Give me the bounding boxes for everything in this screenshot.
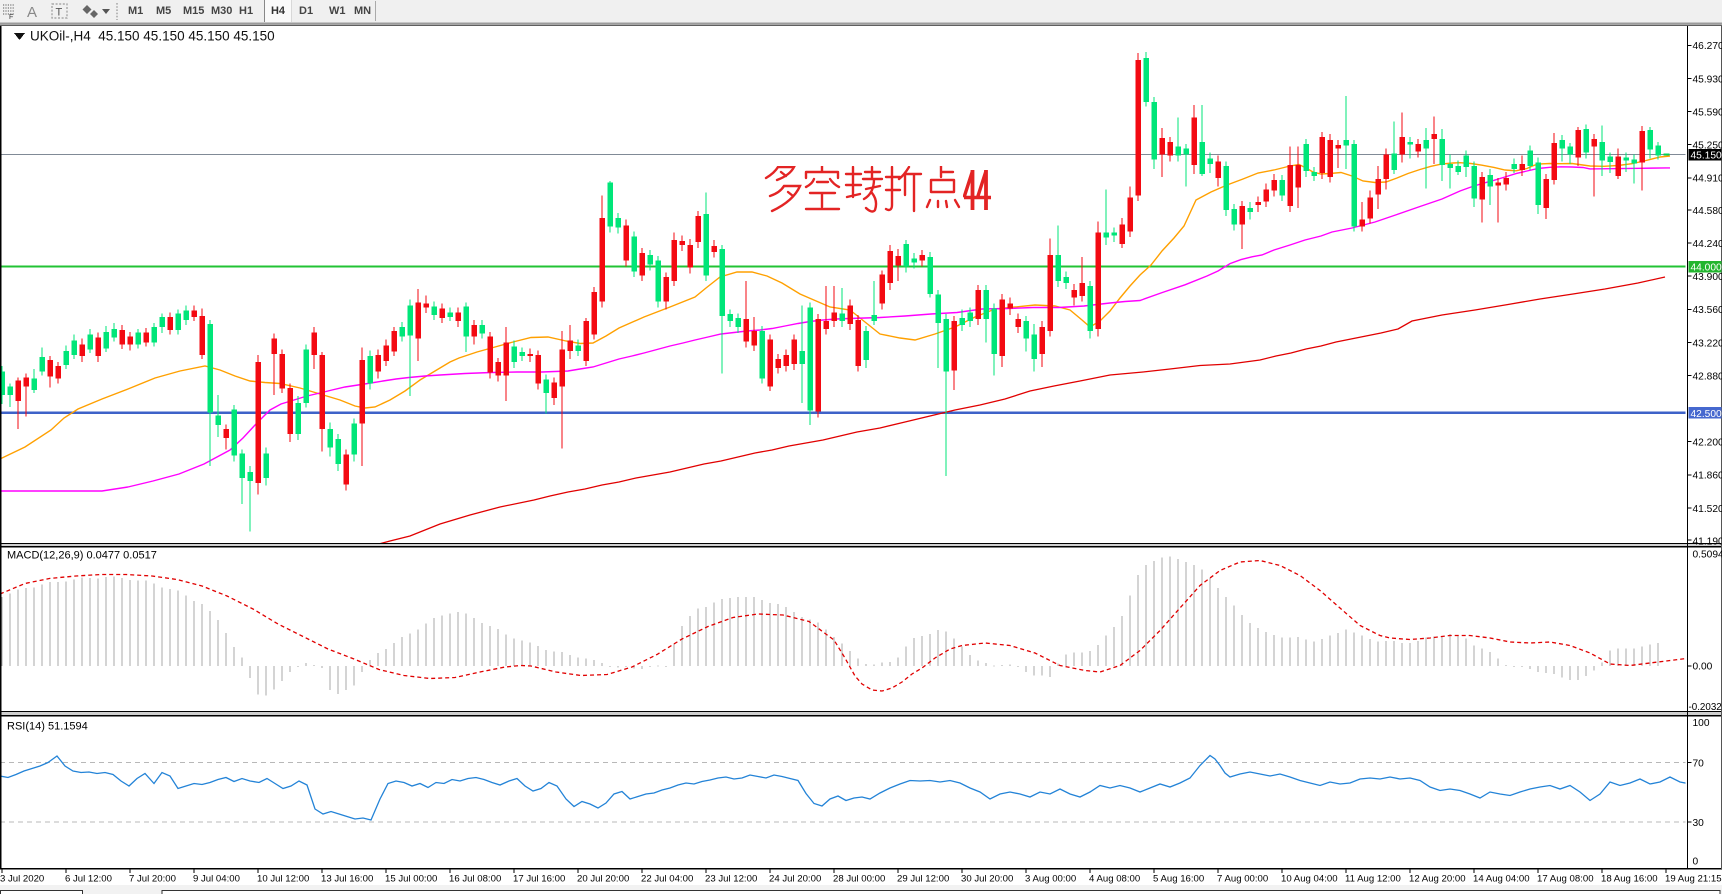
svg-text:42.500: 42.500 bbox=[1691, 409, 1722, 420]
svg-text:70: 70 bbox=[1693, 759, 1705, 770]
svg-text:45.150: 45.150 bbox=[1691, 151, 1722, 162]
svg-text:0.5094: 0.5094 bbox=[1693, 550, 1722, 561]
svg-text:A: A bbox=[27, 4, 37, 21]
svg-text:UKOil-,H4 45.150 45.150 45.15: UKOil-,H4 45.150 45.150 45.150 45.150 bbox=[30, 29, 275, 44]
svg-text:43.900: 43.900 bbox=[1693, 272, 1722, 283]
svg-text:45.930: 45.930 bbox=[1693, 74, 1722, 85]
svg-text:14 Aug 04:00: 14 Aug 04:00 bbox=[1473, 874, 1530, 885]
svg-text:12 Aug 20:00: 12 Aug 20:00 bbox=[1409, 874, 1466, 885]
svg-text:F: F bbox=[9, 14, 13, 21]
svg-text:30: 30 bbox=[1693, 818, 1705, 829]
svg-text:44.240: 44.240 bbox=[1693, 239, 1722, 250]
svg-text:T: T bbox=[56, 7, 63, 19]
svg-text:10 Jul 12:00: 10 Jul 12:00 bbox=[257, 874, 309, 885]
svg-text:9 Jul 04:00: 9 Jul 04:00 bbox=[193, 874, 240, 885]
svg-text:29 Jul 12:00: 29 Jul 12:00 bbox=[897, 874, 949, 885]
svg-text:5 Aug 16:00: 5 Aug 16:00 bbox=[1153, 874, 1204, 885]
svg-text:45.590: 45.590 bbox=[1693, 107, 1722, 118]
svg-text:10 Aug 04:00: 10 Aug 04:00 bbox=[1281, 874, 1338, 885]
svg-text:7 Aug 00:00: 7 Aug 00:00 bbox=[1217, 874, 1268, 885]
svg-text:0.00: 0.00 bbox=[1693, 662, 1713, 673]
svg-text:43.560: 43.560 bbox=[1693, 305, 1722, 316]
svg-text:4 Aug 08:00: 4 Aug 08:00 bbox=[1089, 874, 1140, 885]
svg-text:17 Jul 16:00: 17 Jul 16:00 bbox=[513, 874, 565, 885]
svg-text:-0.2032: -0.2032 bbox=[1689, 702, 1722, 713]
svg-text:16 Jul 08:00: 16 Jul 08:00 bbox=[449, 874, 501, 885]
svg-text:41.190: 41.190 bbox=[1693, 537, 1722, 548]
svg-text:100: 100 bbox=[1693, 718, 1710, 729]
svg-text:18 Aug 16:00: 18 Aug 16:00 bbox=[1601, 874, 1658, 885]
svg-text:23 Jul 12:00: 23 Jul 12:00 bbox=[705, 874, 757, 885]
svg-text:22 Jul 04:00: 22 Jul 04:00 bbox=[641, 874, 693, 885]
svg-text:46.270: 46.270 bbox=[1693, 41, 1722, 52]
svg-text:44.580: 44.580 bbox=[1693, 206, 1722, 217]
svg-text:6 Jul 12:00: 6 Jul 12:00 bbox=[65, 874, 112, 885]
svg-text:20 Jul 20:00: 20 Jul 20:00 bbox=[577, 874, 629, 885]
svg-text:41.520: 41.520 bbox=[1693, 504, 1722, 515]
svg-text:43.220: 43.220 bbox=[1693, 338, 1722, 349]
svg-text:44.910: 44.910 bbox=[1693, 174, 1722, 185]
svg-text:3 Jul 2020: 3 Jul 2020 bbox=[0, 874, 44, 885]
svg-text:42.200: 42.200 bbox=[1693, 438, 1722, 449]
svg-text:MACD(12,26,9) 0.0477 0.0517: MACD(12,26,9) 0.0477 0.0517 bbox=[7, 550, 157, 562]
svg-text:RSI(14) 51.1594: RSI(14) 51.1594 bbox=[7, 721, 88, 733]
svg-text:13 Jul 16:00: 13 Jul 16:00 bbox=[321, 874, 373, 885]
svg-text:28 Jul 00:00: 28 Jul 00:00 bbox=[833, 874, 885, 885]
svg-text:41.860: 41.860 bbox=[1693, 471, 1722, 482]
svg-text:11 Aug 12:00: 11 Aug 12:00 bbox=[1345, 874, 1401, 885]
svg-text:44.000: 44.000 bbox=[1691, 263, 1722, 274]
svg-text:0: 0 bbox=[1693, 857, 1699, 868]
svg-text:45.250: 45.250 bbox=[1693, 141, 1722, 152]
svg-text:42.880: 42.880 bbox=[1693, 371, 1722, 382]
svg-text:17 Aug 08:00: 17 Aug 08:00 bbox=[1537, 874, 1594, 885]
svg-text:15 Jul 00:00: 15 Jul 00:00 bbox=[385, 874, 437, 885]
svg-text:7 Jul 20:00: 7 Jul 20:00 bbox=[129, 874, 176, 885]
svg-text:30 Jul 20:00: 30 Jul 20:00 bbox=[961, 874, 1013, 885]
svg-text:3 Aug 00:00: 3 Aug 00:00 bbox=[1025, 874, 1076, 885]
svg-text:24 Jul 20:00: 24 Jul 20:00 bbox=[769, 874, 821, 885]
svg-text:19 Aug 21:15: 19 Aug 21:15 bbox=[1665, 874, 1722, 885]
